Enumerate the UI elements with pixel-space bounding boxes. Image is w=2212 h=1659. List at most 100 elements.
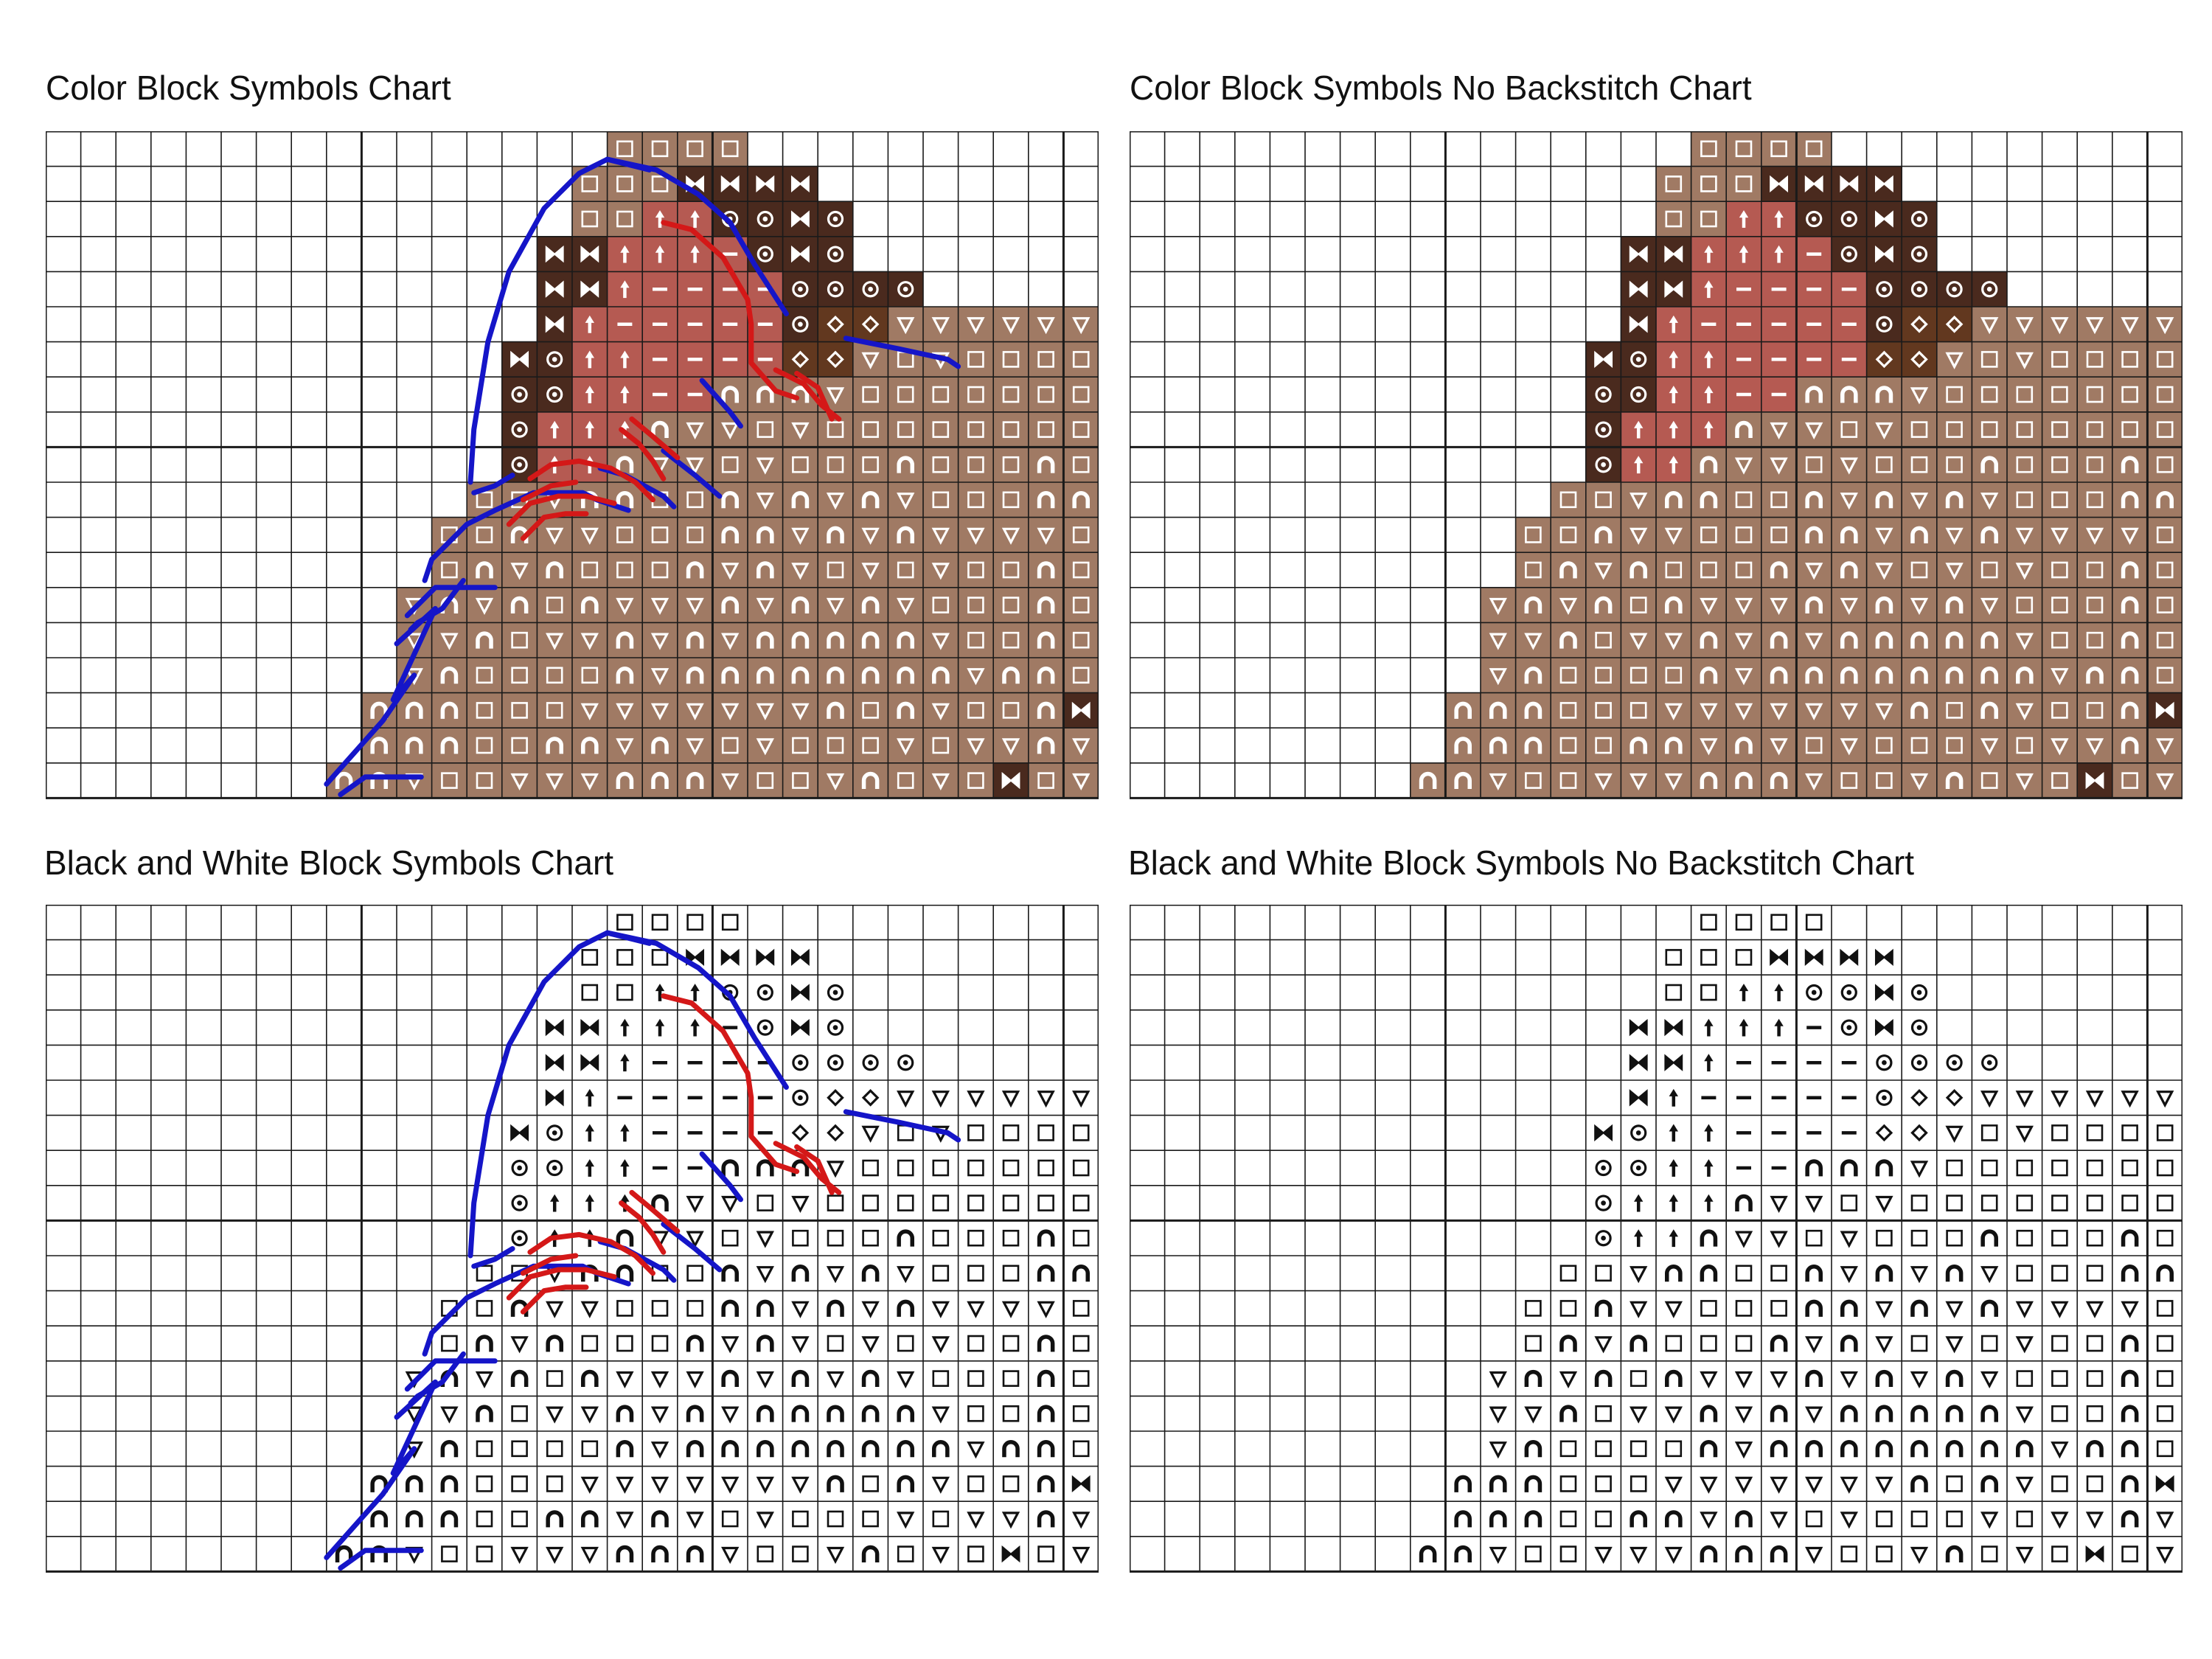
stitch-cell: [1832, 728, 1867, 763]
stitch-cell: [677, 762, 713, 799]
backstitch-blue: [471, 473, 515, 495]
stitch-cell: [1946, 1229, 1963, 1247]
stitch-cell: [1664, 1476, 1683, 1494]
stitch-cell: [1980, 1299, 1998, 1317]
stitch-cell: [616, 1476, 634, 1494]
stitch-cell: [1028, 552, 1064, 588]
stitch-cell: [932, 1265, 950, 1282]
stitch-cell: [923, 447, 959, 482]
stitch-cell: [585, 1194, 594, 1212]
stitch-cell: [655, 1018, 665, 1037]
stitch-cell: [642, 517, 678, 553]
backstitch-blue: [661, 1221, 723, 1273]
stitch-cell: [1656, 658, 1691, 693]
stitch-cell: [1902, 447, 1937, 482]
stitch-cell: [2077, 587, 2112, 623]
stitch-cell: [1700, 1476, 1718, 1494]
stitch-cell: [1805, 914, 1823, 931]
stitch-cell: [1972, 762, 2007, 799]
stitch-cell: [2156, 1300, 2174, 1317]
stitch-cell: [1936, 552, 1972, 588]
stitch-cell: [1481, 622, 1516, 658]
stitch-cell: [1002, 1159, 1020, 1177]
stitch-cell: [2042, 762, 2078, 799]
stitch-cell: [1761, 201, 1797, 237]
stitch-cell: [790, 1018, 810, 1037]
stitch-cell: [932, 1229, 950, 1247]
stitch-cell: [651, 1335, 669, 1352]
stitch-cell: [1796, 482, 1832, 518]
stitch-cell: [757, 1405, 774, 1422]
stitch-cell: [1665, 949, 1683, 966]
stitch-cell: [712, 131, 748, 167]
stitch-cell: [572, 622, 608, 658]
stitch-cell: [1028, 307, 1064, 342]
stitch-cell: [572, 728, 608, 763]
stitch-cell: [1454, 1545, 1472, 1563]
stitch-cell: [1972, 307, 2007, 342]
stitch-cell: [2147, 587, 2183, 623]
stitch-cell: [2112, 482, 2148, 518]
stitch-cell: [931, 1406, 950, 1424]
stitch-cell: [1946, 1159, 1963, 1177]
stitch-cell: [757, 1440, 774, 1458]
stitch-cell: [511, 1405, 528, 1422]
stitch-cell: [1515, 517, 1551, 553]
stitch-cell: [572, 692, 608, 728]
stitch-cell: [861, 1545, 880, 1563]
stitch-cell: [1595, 1475, 1612, 1492]
stitch-cell: [1945, 1440, 1964, 1458]
stitch-cell: [1875, 1405, 1893, 1422]
stitch-cell: [1691, 271, 1727, 307]
stitch-cell: [1585, 587, 1621, 623]
stitch-cell: [2156, 1265, 2174, 1282]
stitch-cell: [852, 622, 888, 658]
stitch-cell: [431, 762, 467, 799]
stitch-cell: [1980, 1440, 1998, 1458]
stitch-cell: [888, 587, 923, 623]
stitch-cell: [1525, 1335, 1542, 1352]
stitch-cell: [511, 1440, 528, 1458]
stitch-cell: [1910, 1335, 1928, 1352]
stitch-cell: [1946, 1475, 1963, 1492]
stitch-cell: [958, 587, 994, 623]
stitch-cell: [686, 1335, 704, 1352]
backstitch-blue: [471, 1246, 515, 1269]
stitch-cell: [1902, 728, 1937, 763]
stitch-cell: [580, 1476, 599, 1494]
stitch-cell: [1594, 1369, 1613, 1388]
stitch-cell: [1796, 552, 1832, 588]
stitch-cell: [677, 411, 713, 448]
stitch-cell: [1559, 1300, 1577, 1317]
stitch-cell: [1634, 1229, 1644, 1248]
stitch-cell: [2147, 762, 2183, 799]
stitch-cell: [1805, 1229, 1823, 1247]
stitch-cell: [1551, 658, 1586, 693]
bw-no-backstitch-chart: [1130, 905, 2183, 1573]
stitch-cell: [1691, 201, 1727, 237]
stitch-cell: [1805, 1546, 1823, 1565]
stitch-cell: [1037, 1229, 1055, 1247]
stitch-cell: [1419, 1545, 1437, 1563]
stitch-cell: [818, 552, 853, 588]
stitch-cell: [1630, 1440, 1647, 1458]
stitch-cell: [1524, 1406, 1543, 1424]
stitch-cell: [1980, 1512, 1999, 1529]
stitch-cell: [782, 728, 818, 763]
stitch-cell: [1876, 1510, 1893, 1528]
stitch-cell: [2156, 1124, 2174, 1141]
stitch-cell: [827, 1510, 844, 1528]
stitch-cell: [852, 307, 888, 342]
stitch-cell: [2077, 447, 2112, 482]
stitch-cell: [1726, 166, 1761, 202]
stitch-cell: [790, 948, 810, 967]
stitch-cell: [993, 552, 1029, 588]
stitch-cell: [2156, 1512, 2174, 1529]
stitch-cell: [720, 948, 740, 967]
stitch-cell: [1840, 1231, 1858, 1248]
stitch-cell: [1761, 728, 1797, 763]
stitch-cell: [791, 1124, 810, 1142]
stitch-cell: [1761, 762, 1797, 799]
stitch-cell: [651, 1510, 669, 1528]
stitch-cell: [2015, 1125, 2034, 1143]
